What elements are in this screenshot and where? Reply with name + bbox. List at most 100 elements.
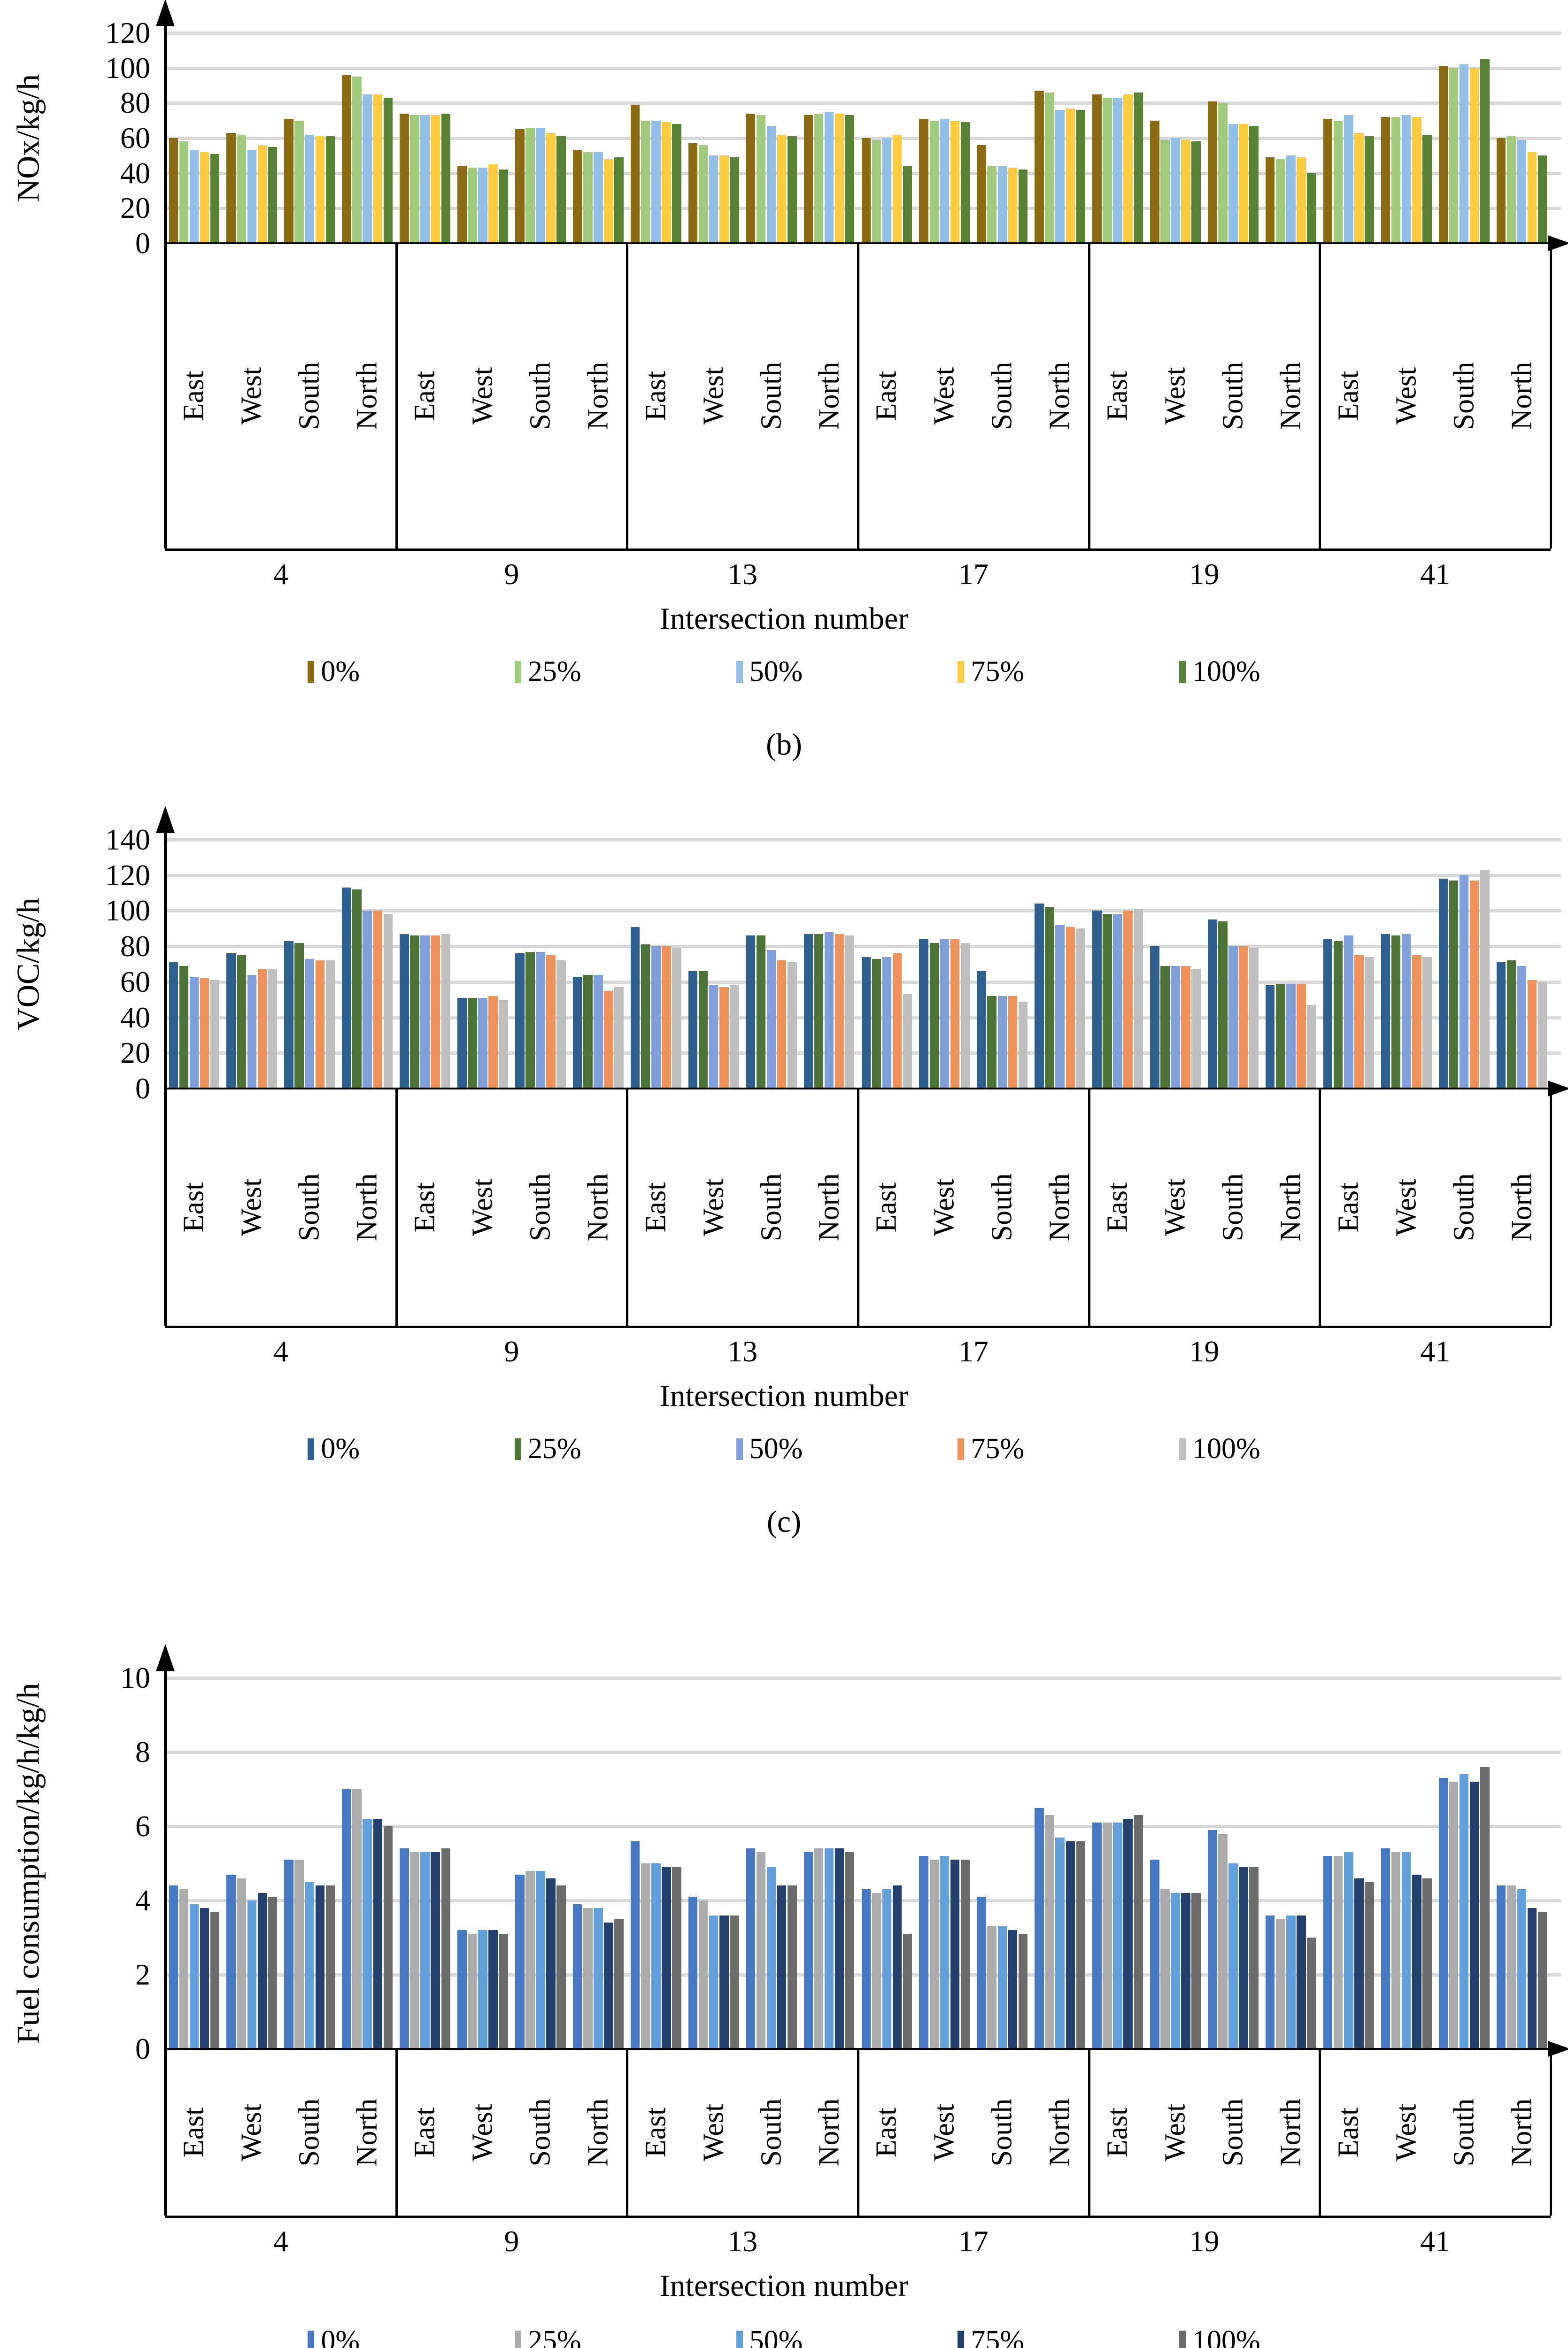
direction-label-East: East xyxy=(640,1182,672,1232)
y-tick-label: 0 xyxy=(135,2032,150,2065)
legend-marker-25% xyxy=(515,2330,522,2348)
bar-4-West-50% xyxy=(247,974,257,1089)
bar-9-North-25% xyxy=(583,974,593,1089)
bar-4-North-50% xyxy=(363,911,372,1089)
bar-17-West-100% xyxy=(960,942,970,1089)
intersection-label-13: 13 xyxy=(727,557,758,591)
direction-label-South: South xyxy=(755,2098,788,2166)
bar-4-West-25% xyxy=(237,134,247,243)
intersection-label-4: 4 xyxy=(273,557,288,591)
bar-13-East-25% xyxy=(641,120,650,243)
bar-19-North-0% xyxy=(1265,157,1275,243)
bar-13-North-100% xyxy=(845,1852,855,2049)
direction-label-South: South xyxy=(986,1173,1018,1241)
bar-13-North-50% xyxy=(824,1848,834,2049)
direction-label-West: West xyxy=(928,1178,960,1236)
legend-item-0%: 0% xyxy=(308,2325,360,2348)
bar-4-South-100% xyxy=(325,960,335,1089)
direction-label-South: South xyxy=(986,362,1018,430)
y-axis-line xyxy=(164,831,167,1326)
bar-17-South-100% xyxy=(1018,1001,1028,1089)
bar-13-West-50% xyxy=(709,985,718,1089)
intersection-label-13: 13 xyxy=(727,1335,758,1368)
direction-label-East: East xyxy=(409,2107,441,2157)
legend-label-25%: 25% xyxy=(528,2325,581,2348)
bar-9-North-25% xyxy=(583,1908,593,2049)
bar-9-North-0% xyxy=(572,1904,582,2049)
legend-marker-100% xyxy=(1179,2330,1186,2348)
category-separator xyxy=(1088,2049,1090,2216)
bar-17-North-0% xyxy=(1035,91,1044,243)
direction-label-North: North xyxy=(1274,362,1307,430)
bar-9-West-75% xyxy=(488,1930,498,2049)
legend-marker-75% xyxy=(958,661,965,683)
bar-13-West-0% xyxy=(688,143,698,243)
legend-label-0%: 0% xyxy=(321,656,360,687)
bar-9-West-100% xyxy=(499,1934,508,2049)
direction-label-South: South xyxy=(1217,362,1249,430)
intersection-label-41: 41 xyxy=(1420,557,1451,591)
bar-13-East-100% xyxy=(672,124,681,243)
bar-17-North-25% xyxy=(1045,92,1054,243)
direction-label-West: West xyxy=(928,2103,960,2161)
bar-4-East-50% xyxy=(189,150,199,243)
y-tick-label: 20 xyxy=(120,191,150,225)
bar-41-East-50% xyxy=(1344,935,1353,1089)
bar-9-North-25% xyxy=(583,152,593,243)
gridline-8 xyxy=(165,1751,1561,1754)
bar-41-North-0% xyxy=(1496,138,1506,243)
bar-13-West-75% xyxy=(719,1915,729,2049)
y-tick-label: 40 xyxy=(120,1000,150,1034)
category-separator xyxy=(1550,1089,1552,1326)
bar-19-North-25% xyxy=(1276,159,1285,243)
y-axis-title: Fuel consumption/kg/h/kg/h xyxy=(10,1683,46,2044)
intersection-label-9: 9 xyxy=(504,557,519,591)
y-tick-label: 0 xyxy=(135,226,150,260)
category-separator xyxy=(395,243,398,548)
bar-4-East-50% xyxy=(189,1904,199,2049)
bar-9-East-50% xyxy=(420,115,430,243)
bar-19-West-100% xyxy=(1191,969,1201,1089)
direction-label-South: South xyxy=(986,2098,1018,2166)
bar-41-North-75% xyxy=(1527,152,1537,243)
bar-17-West-75% xyxy=(950,939,960,1089)
bar-41-South-25% xyxy=(1449,880,1459,1089)
bar-4-East-100% xyxy=(210,1911,220,2049)
direction-label-West: West xyxy=(1390,2103,1422,2161)
legend-marker-0% xyxy=(308,1438,315,1460)
bar-9-West-50% xyxy=(478,1930,487,2049)
chart-voc: 0 20 40 60 80 100 120 140 VOC/kg/h East West South N… xyxy=(0,783,1568,1560)
y-axis-line xyxy=(164,1669,167,2216)
direction-label-North: North xyxy=(1043,2098,1076,2166)
y-tick-label: 80 xyxy=(120,86,150,120)
category-separator xyxy=(857,2049,859,2216)
intersection-label-9: 9 xyxy=(504,1335,519,1368)
bar-41-South-0% xyxy=(1438,1778,1448,2049)
bar-9-South-50% xyxy=(536,951,545,1089)
bar-19-East-0% xyxy=(1092,1823,1102,2049)
bar-19-North-75% xyxy=(1297,1915,1306,2049)
bar-41-South-100% xyxy=(1480,870,1490,1089)
direction-label-South: South xyxy=(1448,362,1480,430)
legend: 0% 25% 50% 75% 100% xyxy=(0,655,1568,688)
bar-17-North-100% xyxy=(1076,1841,1086,2049)
bar-41-East-100% xyxy=(1365,1882,1374,2049)
legend-marker-75% xyxy=(958,1438,965,1460)
legend-item-50%: 50% xyxy=(736,655,803,688)
y-axis-title: NOx/kg/h xyxy=(10,74,46,202)
bar-13-North-50% xyxy=(824,932,834,1089)
gridline-120 xyxy=(165,31,1561,35)
bar-41-East-100% xyxy=(1365,957,1374,1089)
category-separator xyxy=(164,2049,167,2216)
bar-19-South-25% xyxy=(1218,103,1228,243)
bar-13-South-75% xyxy=(777,960,787,1089)
bar-4-South-75% xyxy=(315,1885,325,2049)
bar-19-West-75% xyxy=(1181,139,1190,243)
legend: 0% 25% 50% 75% 100% xyxy=(0,2325,1568,2348)
bar-13-East-75% xyxy=(662,946,671,1089)
bar-41-East-0% xyxy=(1323,118,1333,243)
bar-4-West-50% xyxy=(247,1900,257,2049)
direction-label-South: South xyxy=(524,362,556,430)
bar-13-South-50% xyxy=(766,950,776,1089)
bar-17-South-50% xyxy=(997,996,1007,1089)
